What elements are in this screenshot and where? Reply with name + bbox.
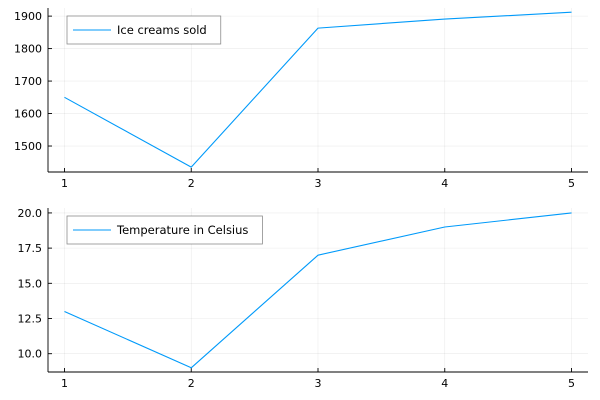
x-tick-label: 1 xyxy=(61,177,68,190)
x-tick-label: 5 xyxy=(568,177,575,190)
y-tick-label: 10.0 xyxy=(18,348,43,361)
x-tick-label: 4 xyxy=(441,377,448,390)
y-tick-label: 1800 xyxy=(14,43,42,56)
x-tick-label: 2 xyxy=(188,377,195,390)
chart-panel-ice-creams: 1 2 3 4 5 1500 1600 1700 1800 1900 Ice creams sold xyxy=(14,8,588,190)
y-tick-label: 1600 xyxy=(14,108,42,121)
y-tick-label: 17.5 xyxy=(18,242,43,255)
legend-label: Ice creams sold xyxy=(117,23,207,37)
x-tick-label: 2 xyxy=(188,177,195,190)
y-tick-label: 12.5 xyxy=(18,313,43,326)
legend: Ice creams sold xyxy=(66,15,222,45)
chart-panel-temperature: 1 2 3 4 5 10.0 12.5 15.0 17.5 20.0 Temperature in … xyxy=(18,207,588,390)
y-tick-label: 1700 xyxy=(14,75,42,88)
x-tick-label: 4 xyxy=(441,177,448,190)
x-tick-label: 5 xyxy=(568,377,575,390)
y-tick-label: 15.0 xyxy=(18,277,43,290)
y-tick-label: 1500 xyxy=(14,140,42,153)
x-tick-label: 3 xyxy=(315,377,322,390)
y-tick-label: 1900 xyxy=(14,10,42,23)
x-tick-label: 1 xyxy=(61,377,68,390)
x-tick-label: 3 xyxy=(315,177,322,190)
legend-label: Temperature in Celsius xyxy=(116,223,248,237)
y-tick-label: 20.0 xyxy=(18,207,43,220)
legend: Temperature in Celsius xyxy=(66,215,263,245)
